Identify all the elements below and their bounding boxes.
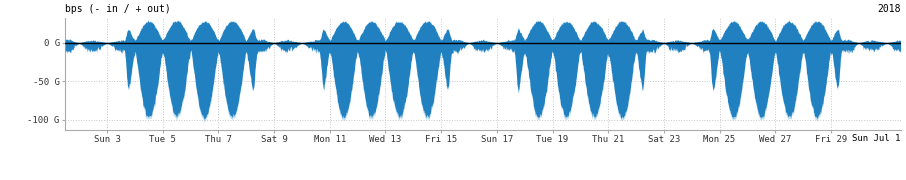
Text: bps (- in / + out): bps (- in / + out) bbox=[65, 4, 171, 13]
Text: Sun Jul 1: Sun Jul 1 bbox=[853, 134, 901, 143]
Text: 2018: 2018 bbox=[877, 4, 901, 13]
